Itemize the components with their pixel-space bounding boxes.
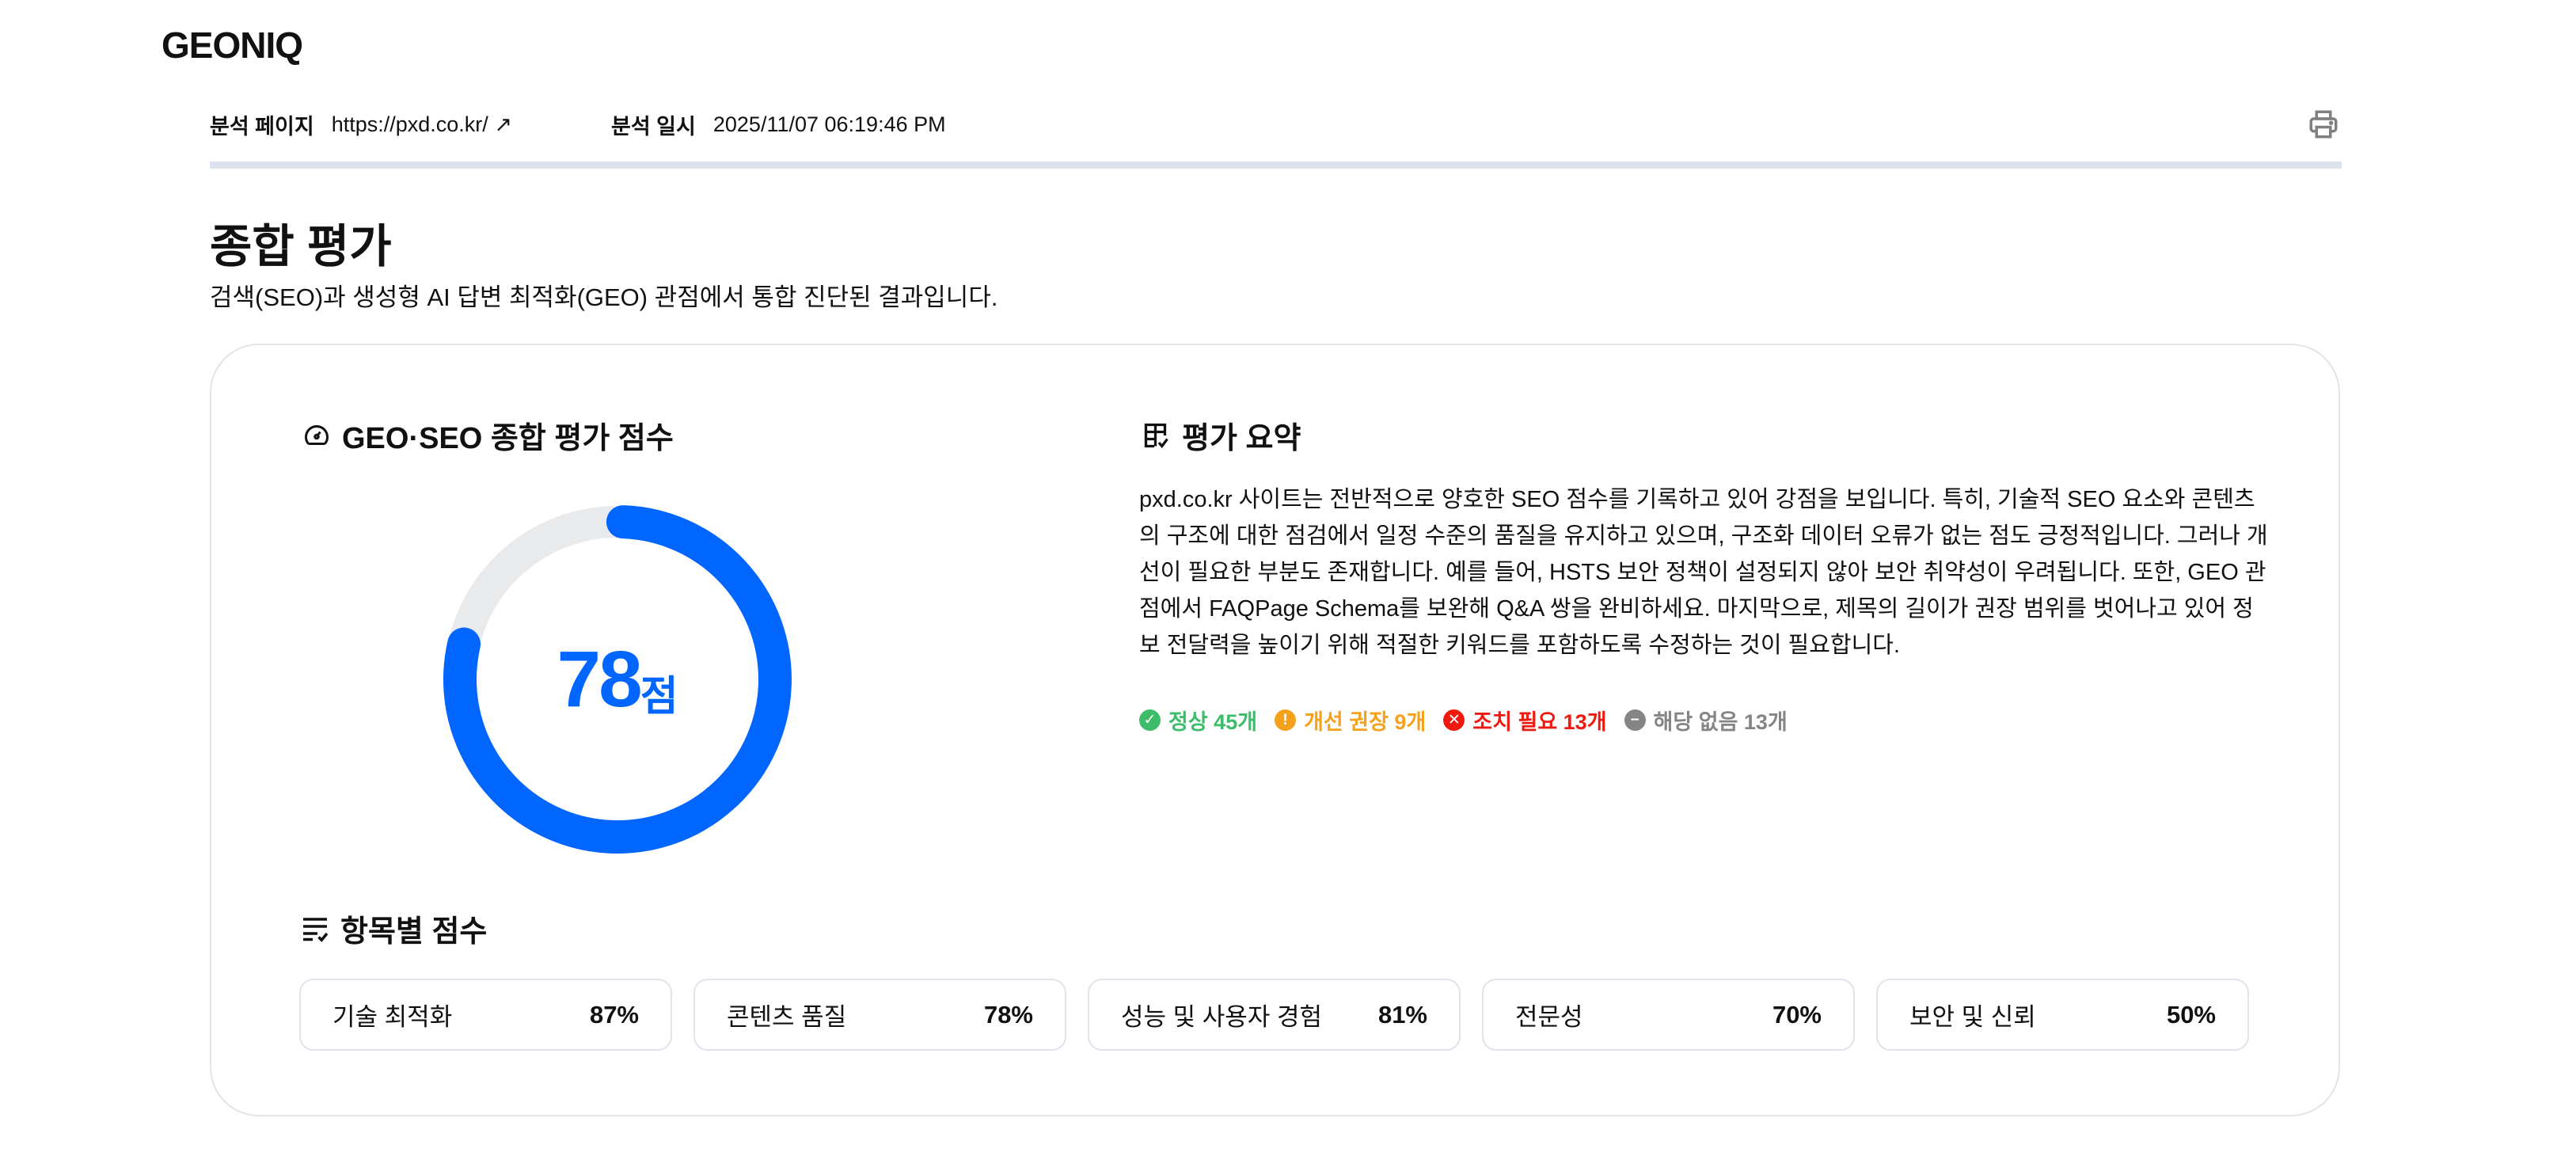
checklist-doc-icon	[1144, 423, 1168, 448]
category-score-card: 성능 및 사용자 경험 81%	[1088, 979, 1461, 1051]
list-check-icon	[303, 917, 329, 942]
external-link-icon: ↗	[494, 112, 512, 136]
analysis-page-info: 분석 페이지 https://pxd.co.kr/ ↗	[210, 109, 512, 140]
page-url: https://pxd.co.kr/	[331, 112, 488, 136]
stat-improve: ! 개선 권장 9개	[1275, 705, 1426, 736]
category-value: 50%	[2166, 1000, 2216, 1029]
page-subtitle: 검색(SEO)과 생성형 AI 답변 최적화(GEO) 관점에서 통합 진단된 …	[210, 283, 998, 311]
gauge-icon	[305, 424, 329, 445]
category-label: 기술 최적화	[332, 1003, 453, 1031]
x-circle-icon: ✕	[1443, 709, 1465, 731]
items-title: 항목별 점수	[340, 915, 488, 949]
page-label: 분석 페이지	[210, 115, 314, 139]
stat-label: 해당 없음 13개	[1653, 710, 1788, 734]
category-score-card: 콘텐츠 품질 78%	[693, 979, 1066, 1051]
stat-action: ✕ 조치 필요 13개	[1443, 705, 1607, 736]
exclamation-circle-icon: !	[1275, 709, 1297, 731]
category-scores: 기술 최적화 87% 콘텐츠 품질 78% 성능 및 사용자 경험 81% 전문성 70…	[299, 979, 2249, 1051]
score-value: 78	[557, 634, 642, 724]
page-title: 종합 평가	[210, 221, 392, 272]
category-label: 콘텐츠 품질	[727, 1003, 847, 1031]
category-label: 보안 및 신뢰	[1909, 1003, 2036, 1031]
stat-label: 조치 필요 13개	[1472, 710, 1607, 734]
date-label: 분석 일시	[611, 115, 696, 139]
category-value: 87%	[589, 1000, 639, 1029]
analysis-date-info: 분석 일시 2025/11/07 06:19:46 PM	[611, 109, 946, 140]
status-counts: ✓ 정상 45개 ! 개선 권장 9개 ✕ 조치 필요 13개 − 해당 없음 13개	[1139, 705, 1788, 736]
category-score-card: 기술 최적화 87%	[299, 979, 672, 1051]
category-value: 81%	[1377, 1000, 1427, 1029]
score-donut	[443, 505, 792, 854]
summary-title: 평가 요약	[1182, 422, 1301, 455]
brand-logo: GEONIQ	[161, 25, 303, 66]
printer-icon[interactable]	[2307, 108, 2340, 141]
divider	[210, 162, 2342, 169]
category-label: 성능 및 사용자 경험	[1121, 1003, 1322, 1031]
score-unit: 점	[640, 673, 678, 720]
items-section-title: 항목별 점수	[301, 907, 487, 950]
score-title: GEO·SEO 종합 평가 점수	[342, 422, 674, 455]
category-score-card: 전문성 70%	[1482, 979, 1855, 1051]
stat-na: − 해당 없음 13개	[1624, 705, 1788, 736]
score-section-title: GEO·SEO 종합 평가 점수	[302, 413, 674, 457]
page-url-link[interactable]: https://pxd.co.kr/ ↗	[332, 112, 512, 137]
total-score: 78 점	[443, 505, 792, 854]
check-circle-icon: ✓	[1139, 709, 1161, 731]
category-label: 전문성	[1515, 1003, 1583, 1031]
stat-normal: ✓ 정상 45개	[1139, 705, 1257, 736]
stat-label: 정상 45개	[1168, 710, 1258, 734]
minus-circle-icon: −	[1624, 709, 1646, 731]
stat-label: 개선 권장 9개	[1304, 710, 1427, 734]
donut-progress	[443, 505, 792, 854]
category-score-card: 보안 및 신뢰 50%	[1876, 979, 2249, 1051]
summary-text: pxd.co.kr 사이트는 전반적으로 양호한 SEO 점수를 기록하고 있어…	[1139, 487, 2268, 658]
date-value: 2025/11/07 06:19:46 PM	[712, 112, 946, 136]
category-value: 78%	[983, 1000, 1033, 1029]
summary-section-title: 평가 요약	[1142, 413, 1301, 457]
category-value: 70%	[1772, 1000, 1822, 1029]
evaluation-card	[210, 344, 2340, 1116]
